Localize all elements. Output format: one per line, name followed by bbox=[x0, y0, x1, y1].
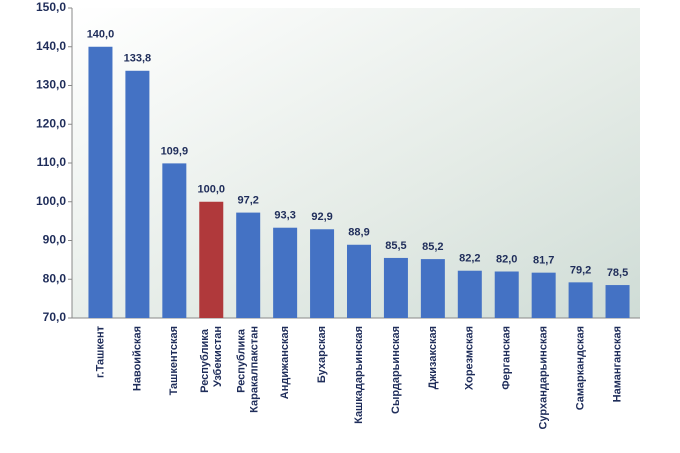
bar bbox=[199, 201, 224, 318]
data-label: 140,0 bbox=[87, 29, 115, 41]
x-tick-label: Самаркандская bbox=[575, 326, 587, 410]
x-tick-label: Джизакская bbox=[427, 326, 439, 389]
x-tick-label: Кашкадарьинская bbox=[353, 326, 365, 424]
data-label: 93,3 bbox=[274, 210, 295, 222]
bar bbox=[88, 46, 113, 318]
y-tick-label: 150,0 bbox=[36, 0, 66, 14]
bar bbox=[347, 244, 371, 318]
data-label: 100,0 bbox=[198, 184, 226, 196]
data-label: 85,5 bbox=[385, 240, 406, 252]
y-tick-label: 70,0 bbox=[43, 310, 67, 324]
data-label: 79,2 bbox=[570, 264, 591, 276]
bar bbox=[494, 271, 519, 318]
bar bbox=[162, 163, 187, 318]
data-label: 78,5 bbox=[607, 267, 628, 279]
x-tick-label: Хорезмская bbox=[464, 326, 476, 390]
bar bbox=[457, 270, 482, 318]
x-tick-label: Ташкентская bbox=[168, 326, 180, 395]
data-label: 82,0 bbox=[496, 253, 517, 265]
bar bbox=[420, 259, 445, 318]
data-label: 88,9 bbox=[348, 227, 369, 239]
bar bbox=[531, 272, 556, 318]
data-label: 92,9 bbox=[311, 211, 332, 223]
x-tick-label: Андижанская bbox=[279, 326, 291, 399]
x-tick-label: г.Ташкент bbox=[94, 325, 106, 378]
data-label: 133,8 bbox=[124, 53, 152, 65]
x-tick-label: Наманганская bbox=[611, 326, 623, 402]
x-tick-label: Республика Узбекистан bbox=[199, 326, 224, 393]
bar bbox=[568, 282, 593, 318]
data-label: 97,2 bbox=[237, 195, 258, 207]
x-tick-label: Сурхандарьинская bbox=[538, 326, 550, 430]
x-tick-label: Республика Каракалпакстан bbox=[236, 326, 261, 413]
y-tick-label: 80,0 bbox=[43, 271, 67, 285]
data-label: 109,9 bbox=[161, 145, 189, 157]
y-tick-label: 110,0 bbox=[37, 155, 67, 169]
data-label: 82,2 bbox=[459, 253, 480, 265]
data-label: 81,7 bbox=[533, 255, 554, 267]
y-tick-label: 100,0 bbox=[36, 194, 66, 208]
bar bbox=[383, 257, 408, 318]
y-tick-label: 90,0 bbox=[43, 233, 67, 247]
bar bbox=[605, 285, 630, 318]
x-tick-label: Сырдарьинская bbox=[390, 326, 402, 414]
bar bbox=[236, 212, 261, 318]
bar bbox=[273, 227, 298, 318]
bar bbox=[310, 229, 335, 318]
bar bbox=[125, 70, 150, 319]
x-tick-label: Бухарская bbox=[316, 326, 328, 383]
y-tick-label: 140,0 bbox=[36, 39, 66, 53]
x-tick-label: Навоийская bbox=[131, 326, 143, 391]
y-tick-label: 130,0 bbox=[36, 78, 66, 92]
y-tick-label: 120,0 bbox=[36, 116, 66, 130]
x-tick-label: Ферганская bbox=[501, 326, 513, 390]
data-label: 85,2 bbox=[422, 241, 443, 253]
